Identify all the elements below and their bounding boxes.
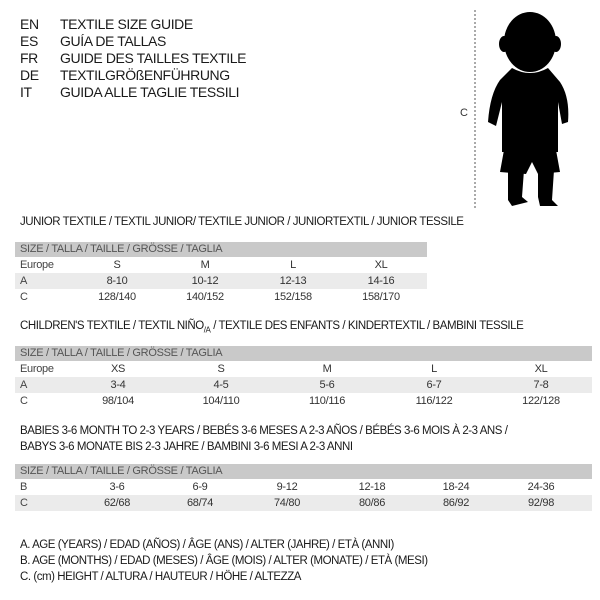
- lang-code: DE: [20, 67, 39, 83]
- table-cell: 3-6: [109, 481, 125, 493]
- table-row-c: C 62/68 68/74 74/80 80/86 86/92 92/98: [15, 495, 592, 511]
- table-cell: XL: [374, 259, 388, 271]
- table-cell: XS: [110, 363, 126, 375]
- table-row-a: A 3-4 4-5 5-6 6-7 7-8: [15, 377, 592, 393]
- table-cell: XL: [534, 363, 548, 375]
- lang-code: EN: [20, 16, 39, 32]
- title-subscript: /A: [203, 325, 211, 335]
- lang-title: GUIDE DES TAILLES TEXTILE: [60, 50, 247, 66]
- table-cell: M: [200, 259, 210, 271]
- table-cell: 9-12: [276, 481, 298, 493]
- table-row-europe: Europe XS S M L XL: [15, 361, 592, 377]
- table-cell: 158/170: [362, 291, 400, 303]
- table-cell: 98/104: [102, 395, 134, 407]
- table-row-b: B 3-6 6-9 9-12 12-18 18-24 24-36: [15, 479, 592, 495]
- lang-title: TEXTILE SIZE GUIDE: [60, 16, 193, 32]
- babies-section-title-line1: BABIES 3-6 MONTH TO 2-3 YEARS / BEBÉS 3-…: [20, 425, 508, 437]
- lang-code: FR: [20, 50, 38, 66]
- row-label: C: [20, 497, 28, 509]
- table-cell: 6-7: [426, 379, 442, 391]
- row-label: B: [20, 481, 28, 493]
- lang-title: GUÍA DE TALLAS: [60, 33, 166, 49]
- height-measure-label: C: [460, 107, 468, 119]
- row-label: A: [20, 275, 28, 287]
- table-cell: L: [431, 363, 437, 375]
- row-label: C: [20, 291, 28, 303]
- table-cell: 4-5: [213, 379, 229, 391]
- table-cell: 140/152: [186, 291, 224, 303]
- title-text: CHILDREN'S TEXTILE / TEXTIL NIÑO: [20, 320, 204, 332]
- table-cell: 10-12: [191, 275, 219, 287]
- row-label: Europe: [20, 363, 54, 375]
- row-label: Europe: [20, 259, 54, 271]
- lang-title: TEXTILGRÖßENFÜHRUNG: [60, 67, 230, 83]
- children-section-title: CHILDREN'S TEXTILE / TEXTIL NIÑO/A / TEX…: [20, 320, 524, 335]
- table-row-c: C 128/140 140/152 152/158 158/170: [15, 289, 427, 305]
- baby-silhouette-icon: [474, 10, 569, 208]
- table-cell: 92/98: [527, 497, 555, 509]
- table-cell: 14-16: [367, 275, 395, 287]
- table-cell: 7-8: [533, 379, 549, 391]
- title-text: / TEXTILE DES ENFANTS / KINDERTEXTIL / B…: [210, 320, 524, 332]
- table-cell: L: [290, 259, 296, 271]
- junior-size-table: SIZE / TALLA / TAILLE / GRÖSSE / TAGLIA …: [15, 242, 427, 305]
- table-row-a: A 8-10 10-12 12-13 14-16: [15, 273, 427, 289]
- lang-title: GUIDA ALLE TAGLIE TESSILI: [60, 84, 240, 100]
- table-cell: 24-36: [527, 481, 555, 493]
- row-label: A: [20, 379, 28, 391]
- table-cell: 3-4: [110, 379, 126, 391]
- table-cell: 110/116: [308, 395, 346, 407]
- table-cell: 116/122: [415, 395, 453, 407]
- table-row-c: C 98/104 104/110 110/116 116/122 122/128: [15, 393, 592, 409]
- lang-code: ES: [20, 33, 38, 49]
- table-cell: 74/80: [273, 497, 301, 509]
- table-cell: S: [113, 259, 121, 271]
- table-cell: 122/128: [522, 395, 560, 407]
- table-cell: 6-9: [192, 481, 208, 493]
- table-cell: M: [322, 363, 332, 375]
- babies-size-table: SIZE / TALLA / TAILLE / GRÖSSE / TAGLIA …: [15, 464, 592, 511]
- table-cell: 12-18: [358, 481, 386, 493]
- table-cell: 8-10: [106, 275, 128, 287]
- babies-section-title-line2: BABYS 3-6 MONATE BIS 2-3 JAHRE / BAMBINI…: [20, 441, 353, 453]
- table-header: SIZE / TALLA / TAILLE / GRÖSSE / TAGLIA: [15, 242, 427, 257]
- table-cell: 128/140: [98, 291, 136, 303]
- table-cell: 12-13: [279, 275, 307, 287]
- legend-c: C. (cm) HEIGHT / ALTURA / HAUTEUR / HÖHE…: [20, 571, 302, 583]
- legend-a: A. AGE (YEARS) / EDAD (AÑOS) / ÂGE (ANS)…: [20, 539, 394, 551]
- table-cell: 18-24: [442, 481, 470, 493]
- table-cell: 80/86: [358, 497, 386, 509]
- table-cell: 86/92: [442, 497, 470, 509]
- table-cell: 5-6: [319, 379, 335, 391]
- table-cell: 104/110: [202, 395, 240, 407]
- table-cell: 62/68: [103, 497, 131, 509]
- table-header: SIZE / TALLA / TAILLE / GRÖSSE / TAGLIA: [15, 346, 592, 361]
- children-size-table: SIZE / TALLA / TAILLE / GRÖSSE / TAGLIA …: [15, 346, 592, 409]
- junior-section-title: JUNIOR TEXTILE / TEXTIL JUNIOR/ TEXTILE …: [20, 216, 464, 228]
- table-header: SIZE / TALLA / TAILLE / GRÖSSE / TAGLIA: [15, 464, 592, 479]
- lang-code: IT: [20, 84, 32, 100]
- legend-b: B. AGE (MONTHS) / EDAD (MESES) / ÂGE (MO…: [20, 555, 428, 567]
- table-cell: S: [217, 363, 225, 375]
- table-row-europe: Europe S M L XL: [15, 257, 427, 273]
- table-cell: 152/158: [274, 291, 312, 303]
- row-label: C: [20, 395, 28, 407]
- table-cell: 68/74: [186, 497, 214, 509]
